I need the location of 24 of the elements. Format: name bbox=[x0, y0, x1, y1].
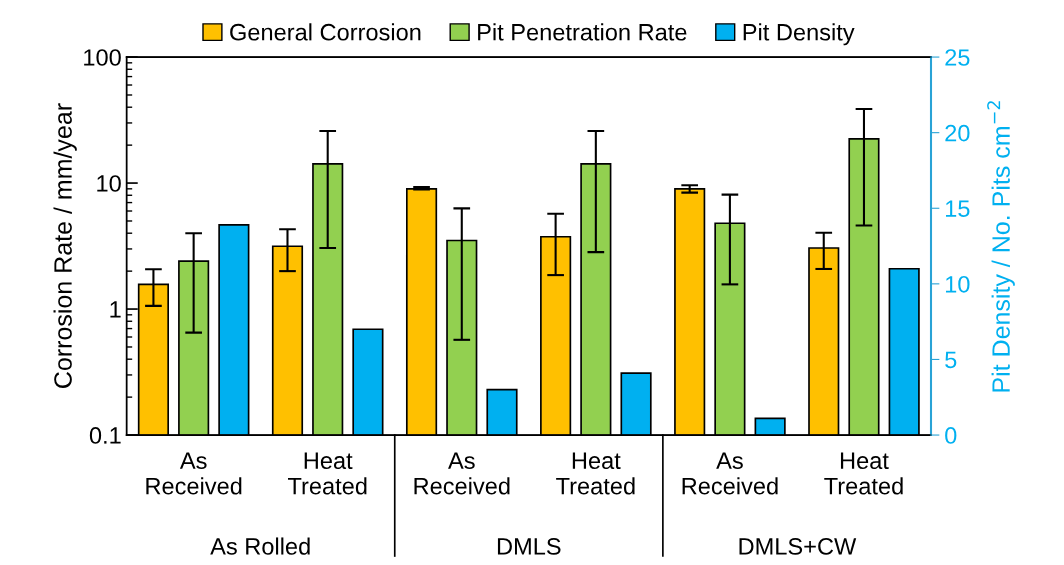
y2-tick-label: 5 bbox=[945, 351, 957, 369]
legend-label: General Corrosion bbox=[230, 23, 421, 41]
y2-tick-label: 10 bbox=[945, 275, 970, 293]
x-tick-label: Heat Treated bbox=[824, 452, 903, 495]
y-tick-label: 0.1 bbox=[89, 427, 121, 444]
y-tick-label: 100 bbox=[84, 49, 121, 66]
x-tick-label: As Received bbox=[682, 452, 778, 495]
text: DMLS+CW bbox=[739, 538, 857, 555]
y-tick-label: 10 bbox=[97, 175, 121, 192]
y-axis-title: Corrosion Rate / mm/year bbox=[53, 103, 77, 388]
x-tick-label: As Received bbox=[146, 452, 242, 495]
x-tick-label: Heat Treated bbox=[288, 452, 367, 495]
text: DMLS bbox=[497, 538, 561, 555]
y2-axis-title: Pit Density / No. Pits cm$^{−2}$ bbox=[987, 101, 1015, 392]
y2-tick-label: 0 bbox=[945, 427, 957, 444]
legend-label: Pit Penetration Rate bbox=[478, 23, 687, 41]
x-tick-label: Heat Treated bbox=[556, 452, 635, 495]
y2-tick-label: 20 bbox=[945, 124, 970, 142]
y-tick-label: 1 bbox=[110, 301, 121, 318]
x-tick-label: As Received bbox=[414, 452, 510, 495]
legend-label: Pit Density bbox=[743, 23, 855, 46]
y2-tick-label: 15 bbox=[945, 200, 970, 218]
y2-tick-label: 25 bbox=[945, 49, 970, 66]
text: As Rolled bbox=[210, 537, 310, 555]
